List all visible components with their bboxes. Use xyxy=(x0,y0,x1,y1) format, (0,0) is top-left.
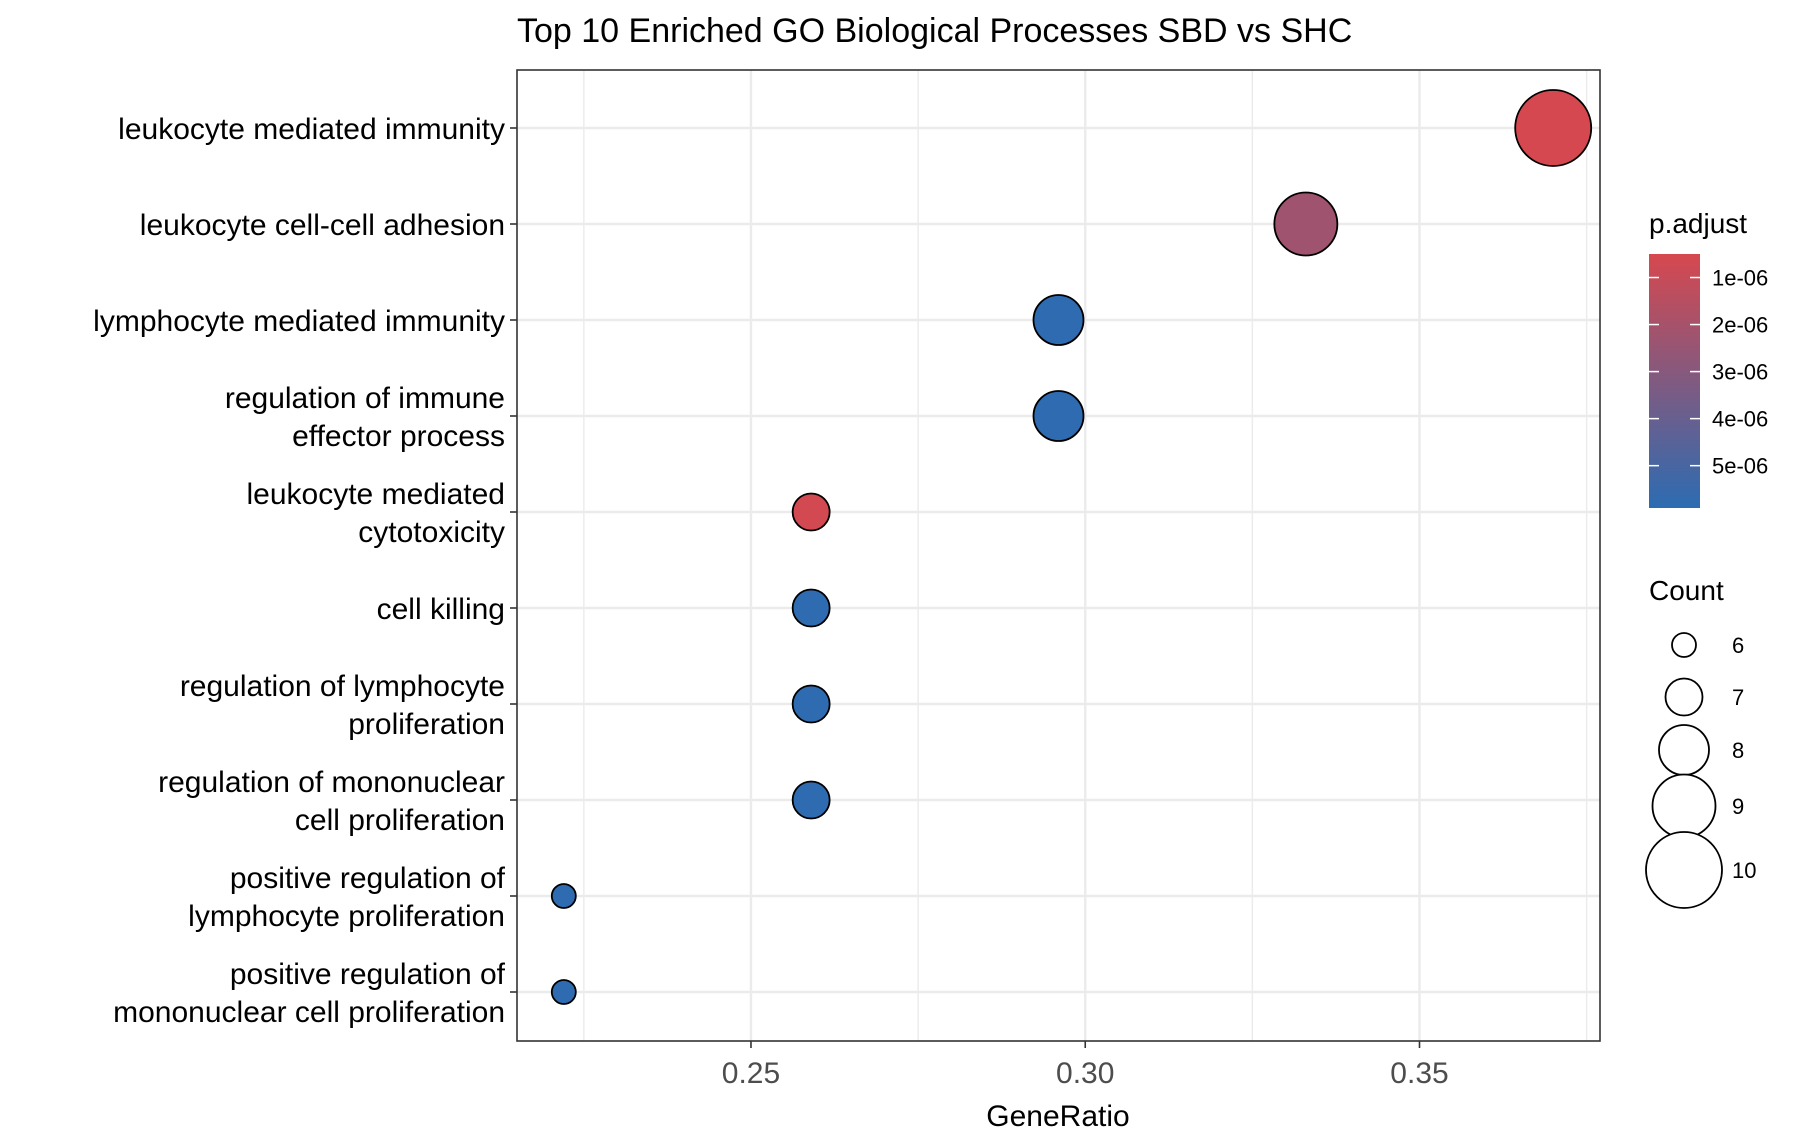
color-legend-label: 3e-06 xyxy=(1712,360,1768,385)
x-axis: 0.25 0.30 0.35 xyxy=(722,1041,1449,1090)
color-legend-label: 1e-06 xyxy=(1712,266,1768,291)
size-legend-label: 6 xyxy=(1732,633,1744,658)
data-points xyxy=(550,89,1593,1005)
color-legend-label: 4e-06 xyxy=(1712,407,1768,432)
size-legend-label: 7 xyxy=(1732,685,1744,710)
size-legend-circle xyxy=(1645,831,1723,909)
x-tick-label: 0.35 xyxy=(1390,1057,1448,1090)
data-point xyxy=(550,883,577,909)
chart-title: Top 10 Enriched GO Biological Processes … xyxy=(517,12,1352,50)
y-tick-label: lymphocyte mediated immunity xyxy=(93,305,505,338)
y-tick-label: regulation of mononuclear xyxy=(158,766,505,799)
size-legend-label: 8 xyxy=(1732,738,1744,763)
y-tick-label: positive regulation of xyxy=(230,958,506,991)
panel-border xyxy=(516,69,1601,1042)
color-legend-label: 2e-06 xyxy=(1712,313,1768,338)
y-tick-label: positive regulation of xyxy=(230,862,506,895)
y-tick-label: effector process xyxy=(292,420,505,453)
y-tick-label: leukocyte mediated immunity xyxy=(118,113,505,146)
size-legend-title: Count xyxy=(1649,575,1724,606)
color-legend-bar xyxy=(1649,254,1700,508)
y-tick-label: regulation of immune xyxy=(225,382,505,415)
y-tick-label: cytotoxicity xyxy=(358,516,505,549)
data-point xyxy=(791,492,831,532)
size-legend-circle xyxy=(1651,773,1717,839)
x-tick-label: 0.30 xyxy=(1056,1057,1114,1090)
color-legend: p.adjust 1e-06 2e-06 3e-06 4e-06 5e-06 xyxy=(1649,208,1768,508)
size-legend-circle xyxy=(1671,632,1697,658)
data-point xyxy=(791,684,831,724)
y-tick-label: proliferation xyxy=(348,708,505,741)
data-point xyxy=(1032,390,1085,442)
color-legend-label: 5e-06 xyxy=(1712,454,1768,479)
y-tick-label: mononuclear cell proliferation xyxy=(113,996,505,1029)
y-tick-label: regulation of lymphocyte xyxy=(180,670,505,703)
y-tick-label: lymphocyte proliferation xyxy=(188,900,505,933)
y-axis: leukocyte mediated immunity leukocyte cel… xyxy=(93,113,517,1029)
color-legend-title: p.adjust xyxy=(1649,208,1747,239)
grid xyxy=(517,70,1600,1041)
y-tick-label: cell killing xyxy=(377,593,505,626)
data-point xyxy=(550,979,577,1005)
data-point xyxy=(1514,89,1593,167)
size-legend-circle xyxy=(1664,677,1704,717)
x-axis-label: GeneRatio xyxy=(986,1100,1129,1133)
x-tick-label: 0.25 xyxy=(722,1057,780,1090)
size-legend-label: 9 xyxy=(1732,794,1744,819)
size-legend: Count 6 7 8 9 10 xyxy=(1645,575,1756,909)
size-legend-circle xyxy=(1658,724,1710,776)
data-point xyxy=(791,780,831,820)
data-point xyxy=(791,588,831,628)
data-point xyxy=(1032,294,1085,346)
y-tick-label: leukocyte mediated xyxy=(247,478,506,511)
data-point xyxy=(1273,191,1339,257)
size-legend-label: 10 xyxy=(1732,858,1756,883)
y-tick-label: cell proliferation xyxy=(295,804,505,837)
y-tick-label: leukocyte cell-cell adhesion xyxy=(140,209,505,242)
